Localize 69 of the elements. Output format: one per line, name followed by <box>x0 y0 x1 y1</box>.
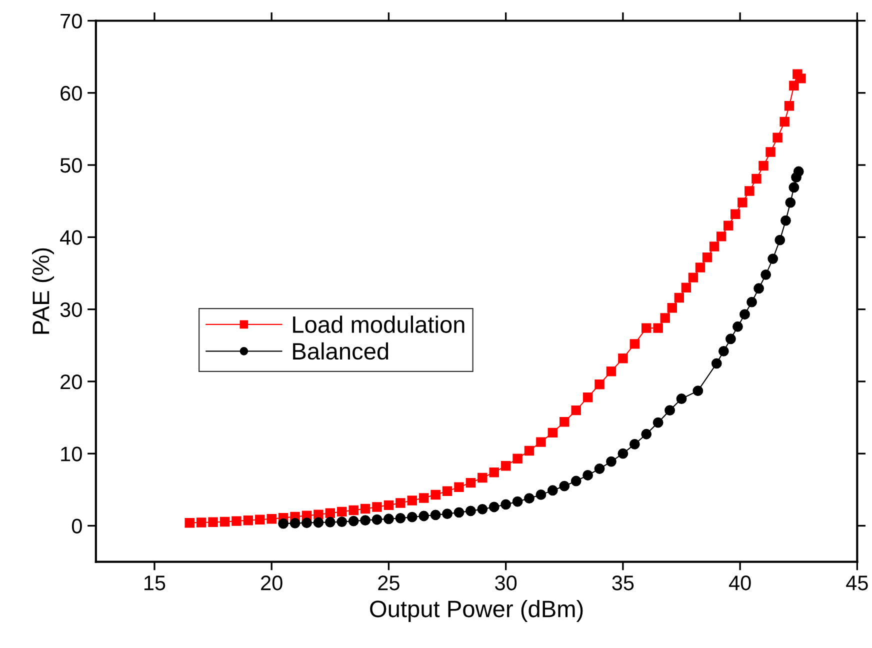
y-tick-label: 10 <box>61 446 82 462</box>
y-tick-label: 60 <box>60 86 82 101</box>
point <box>372 514 382 525</box>
point <box>524 493 534 504</box>
point <box>754 283 764 294</box>
x-tick-label: 25 <box>378 576 400 590</box>
y-tick-label: 40 <box>60 230 82 245</box>
point <box>594 464 605 474</box>
point <box>780 215 791 226</box>
x-tick-label: 35 <box>612 576 634 590</box>
point <box>774 234 786 246</box>
y-tick-label: 70 <box>60 14 82 28</box>
point <box>547 485 558 496</box>
y-tick-label: 20 <box>60 374 82 390</box>
point <box>454 507 464 518</box>
point <box>406 512 418 522</box>
point <box>477 504 488 514</box>
point <box>711 358 722 369</box>
point <box>732 321 743 332</box>
point <box>324 516 336 528</box>
point <box>559 480 570 492</box>
point <box>718 346 729 356</box>
point <box>488 502 500 512</box>
point <box>793 166 804 177</box>
x-tick-label: 45 <box>846 576 868 590</box>
point <box>500 499 512 510</box>
point <box>760 269 772 280</box>
point <box>676 394 687 404</box>
x-tick-label: 15 <box>144 576 166 590</box>
point <box>652 417 664 428</box>
x-tick-label: 20 <box>261 576 282 590</box>
y-tick-label: 0 <box>72 518 82 534</box>
point <box>512 496 523 507</box>
x-axis-title: Output Power (dBm) <box>370 600 583 622</box>
x-tick-label: 30 <box>495 576 517 590</box>
point <box>442 508 452 520</box>
point <box>384 514 394 524</box>
point <box>465 506 476 516</box>
y-tick-label: 50 <box>60 158 82 173</box>
point <box>746 296 757 308</box>
x-tick-label: 40 <box>728 576 751 590</box>
point <box>313 517 324 528</box>
point <box>606 456 616 467</box>
point <box>418 510 430 522</box>
point <box>582 470 594 480</box>
point <box>570 476 582 486</box>
point <box>395 512 406 524</box>
point <box>348 516 359 526</box>
point <box>768 254 778 264</box>
point <box>536 490 546 500</box>
point <box>290 518 300 528</box>
point <box>785 197 796 208</box>
point <box>302 518 312 528</box>
point <box>725 334 736 344</box>
point <box>278 518 289 529</box>
point <box>629 439 640 450</box>
point <box>336 516 348 527</box>
legend-label: Load modulation <box>293 316 464 333</box>
point <box>664 405 675 416</box>
y-axis-title: PAE (%) <box>32 248 54 334</box>
point <box>618 448 628 459</box>
point <box>740 309 750 320</box>
point <box>360 515 370 526</box>
legend-label: Balanced <box>293 342 388 360</box>
y-tick-label: 30 <box>60 302 82 318</box>
point <box>788 182 800 193</box>
point <box>641 428 652 440</box>
point <box>430 510 441 520</box>
point <box>692 386 704 396</box>
